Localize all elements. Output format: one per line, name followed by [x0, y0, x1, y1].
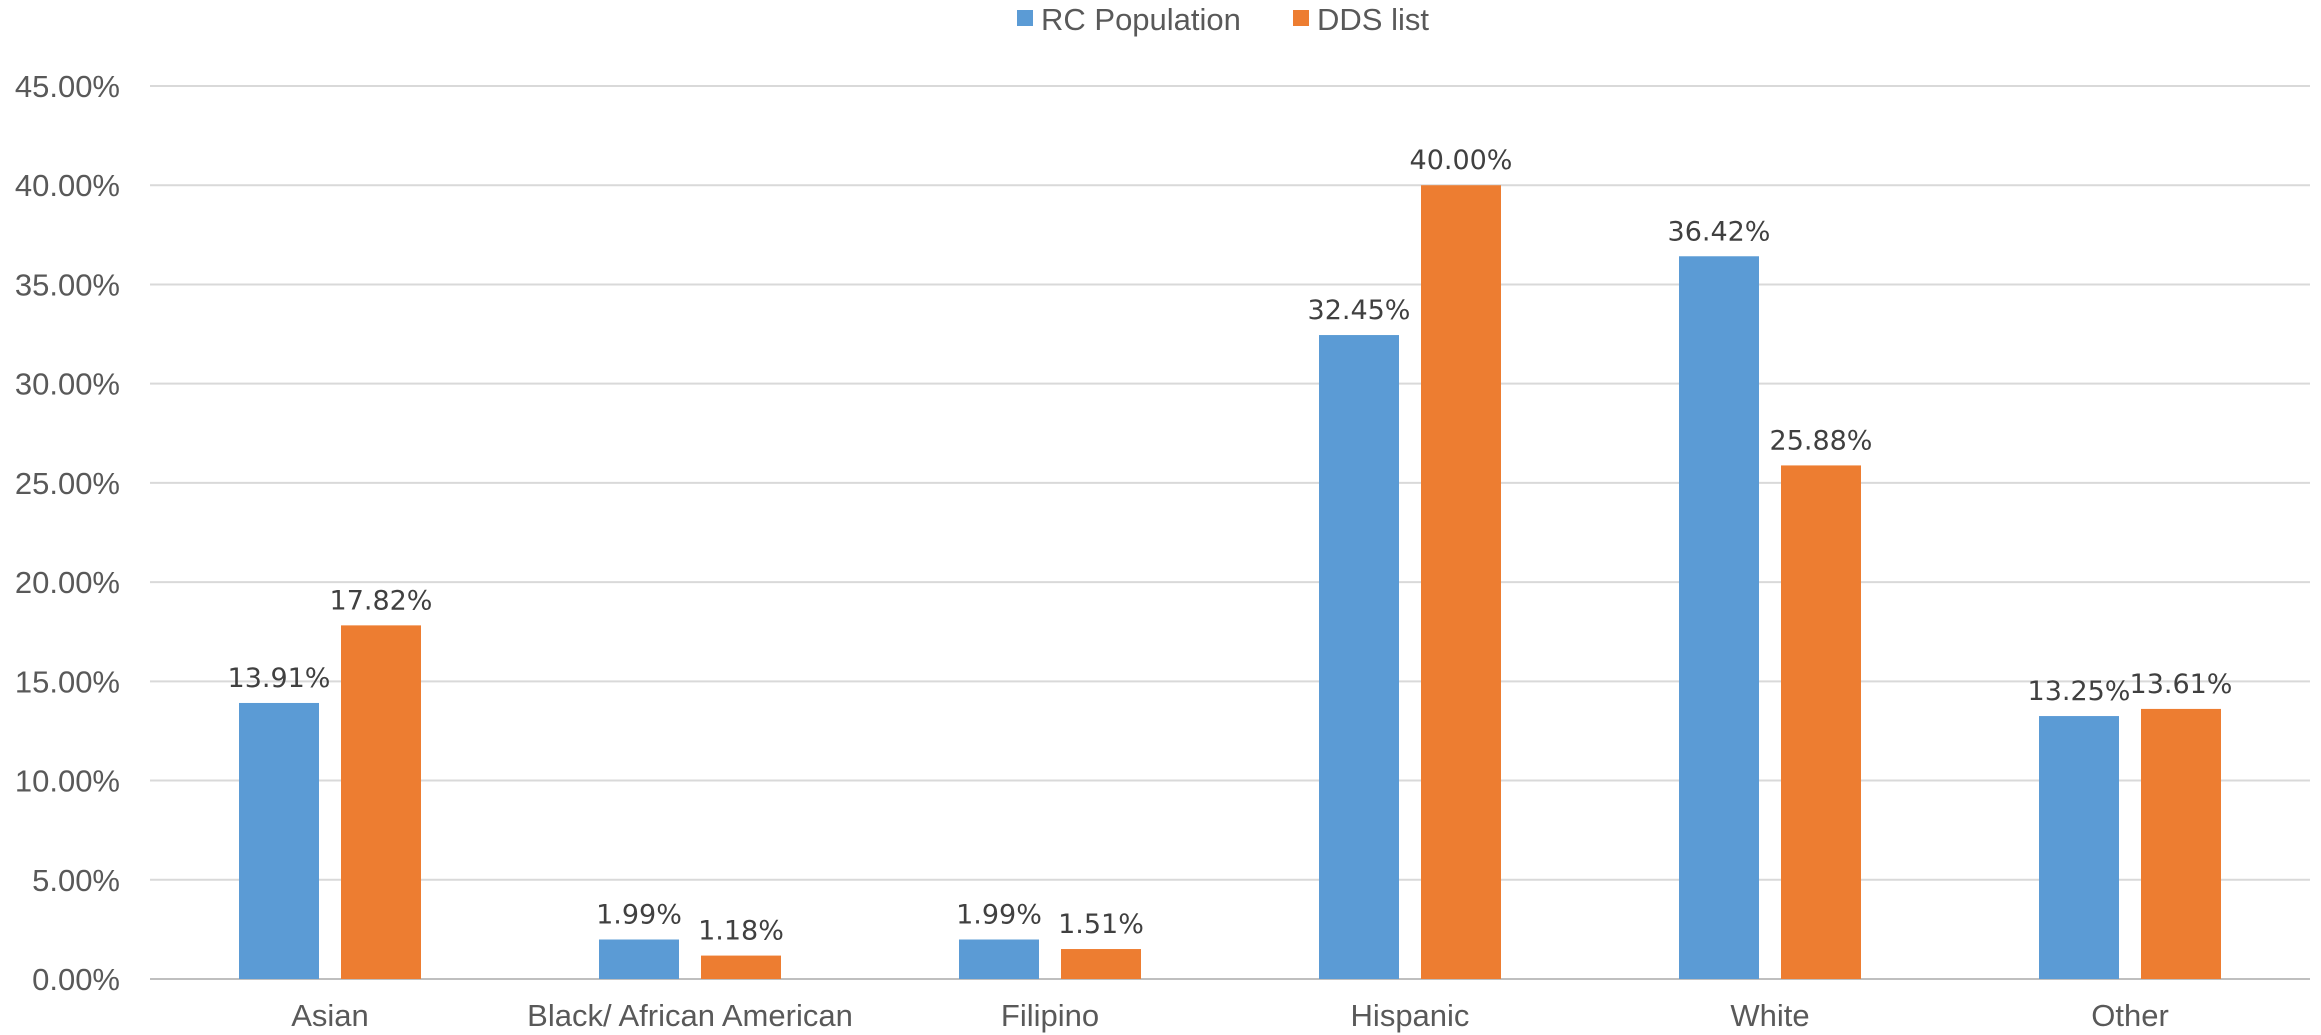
- data-label-dds-list-black-african-american: 1.18%: [698, 916, 784, 947]
- data-label-rc-population-filipino: 1.99%: [956, 900, 1042, 931]
- x-tick-label-hispanic: Hispanic: [1351, 998, 1470, 1033]
- legend-swatch-dds-list: [1293, 10, 1309, 26]
- x-tick-label-black-african-american: Black/ African American: [527, 998, 853, 1033]
- x-tick-label-other: Other: [2091, 998, 2169, 1033]
- data-label-rc-population-black-african-american: 1.99%: [596, 900, 682, 931]
- y-tick-label: 15.00%: [15, 664, 120, 699]
- y-tick-label: 40.00%: [15, 168, 120, 203]
- x-axis: Asian Black/ African American Filipino Hisp…: [291, 998, 2169, 1033]
- data-label-dds-list-asian: 17.82%: [330, 585, 433, 616]
- y-tick-label: 35.00%: [15, 267, 120, 302]
- legend-label-rc-population: RC Population: [1041, 2, 1241, 37]
- bar-dds-list-hispanic: [1421, 185, 1501, 979]
- bar-dds-list-black-african-american: [701, 955, 781, 979]
- data-label-rc-population-hispanic: 32.45%: [1308, 295, 1411, 326]
- y-tick-label: 0.00%: [32, 962, 120, 997]
- legend: RC Population DDS list: [1017, 2, 1429, 37]
- legend-label-dds-list: DDS list: [1317, 2, 1429, 37]
- bar-rc-population-black-african-american: [599, 939, 679, 979]
- gridlines: [150, 85, 2310, 980]
- bar-dds-list-white: [1781, 465, 1861, 979]
- x-tick-label-asian: Asian: [291, 998, 369, 1033]
- data-label-dds-list-other: 13.61%: [2130, 669, 2233, 700]
- data-label-rc-population-asian: 13.91%: [228, 663, 331, 694]
- x-tick-label-filipino: Filipino: [1001, 998, 1099, 1033]
- data-label-rc-population-white: 36.42%: [1668, 216, 1771, 247]
- bar-rc-population-other: [2039, 716, 2119, 979]
- bar-dds-list-asian: [341, 625, 421, 979]
- data-label-dds-list-hispanic: 40.00%: [1410, 145, 1513, 176]
- bars: [239, 185, 2221, 979]
- bar-rc-population-hispanic: [1319, 335, 1399, 979]
- data-label-dds-list-white: 25.88%: [1770, 425, 1873, 456]
- bar-dds-list-filipino: [1061, 949, 1141, 979]
- x-tick-label-white: White: [1730, 998, 1809, 1033]
- y-tick-label: 30.00%: [15, 367, 120, 402]
- y-tick-label: 20.00%: [15, 565, 120, 600]
- data-labels: 13.91% 17.82% 1.99% 1.18% 1.99% 1.51% 32.45% 40…: [228, 145, 2233, 946]
- y-tick-label: 5.00%: [32, 863, 120, 898]
- y-tick-label: 45.00%: [15, 69, 120, 104]
- y-axis: 0.00% 5.00% 10.00% 15.00% 20.00% 25.00% 30.00%…: [15, 69, 120, 997]
- bar-rc-population-filipino: [959, 939, 1039, 979]
- legend-swatch-rc-population: [1017, 10, 1033, 26]
- bar-rc-population-white: [1679, 256, 1759, 979]
- bar-dds-list-other: [2141, 708, 2221, 979]
- bar-rc-population-asian: [239, 702, 319, 979]
- data-label-dds-list-filipino: 1.51%: [1058, 909, 1144, 940]
- y-tick-label: 25.00%: [15, 466, 120, 501]
- data-label-rc-population-other: 13.25%: [2028, 676, 2131, 707]
- y-tick-label: 10.00%: [15, 764, 120, 799]
